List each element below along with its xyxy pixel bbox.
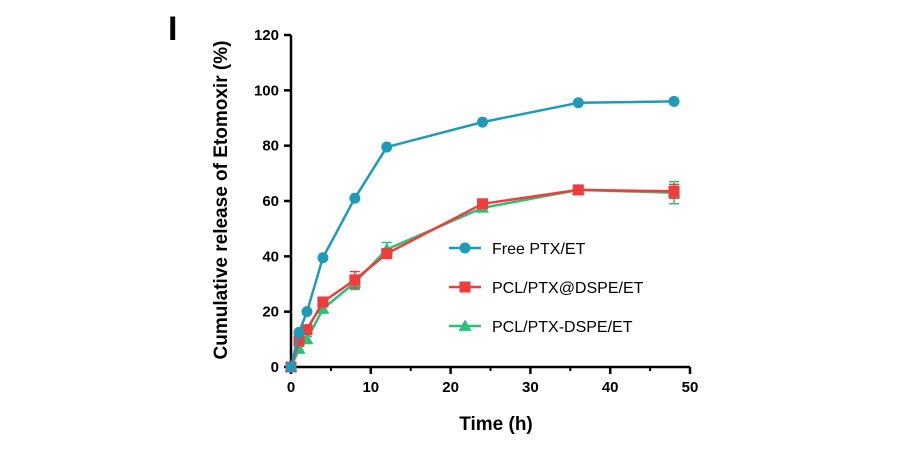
- data-point: [317, 296, 329, 308]
- x-tick-label: 30: [522, 379, 539, 396]
- data-point: [301, 324, 313, 336]
- data-point: [317, 252, 329, 264]
- series-pcl-ptx-dspe-et: [284, 180, 681, 372]
- axes: [289, 35, 690, 369]
- legend: Free PTX/ET PCL/PTX@DSPE/ET PCL/PTX-DSPE/E…: [449, 241, 644, 336]
- data-point: [316, 302, 330, 314]
- legend-marker: [459, 281, 471, 293]
- data-point: [293, 326, 305, 338]
- data-point: [301, 306, 313, 318]
- x-axis-title: Time (h): [459, 414, 533, 435]
- y-tick-label: 20: [262, 304, 279, 321]
- legend-item: Free PTX/ET: [449, 241, 586, 258]
- x-tick-label: 40: [602, 379, 619, 396]
- data-point: [668, 185, 680, 197]
- legend-label: PCL/PTX-DSPE/ET: [492, 319, 633, 336]
- data-point: [668, 95, 680, 107]
- y-tick-label: 60: [262, 193, 279, 210]
- legend-item: PCL/PTX@DSPE/ET: [449, 280, 644, 297]
- data-point: [572, 97, 584, 109]
- y-tick-label: 100: [254, 82, 279, 99]
- series-line: [289, 188, 675, 368]
- panel-label: I: [168, 10, 177, 48]
- legend-item: PCL/PTX-DSPE/ET: [449, 319, 633, 336]
- x-tick-label: 10: [362, 379, 379, 396]
- data-point: [349, 274, 361, 286]
- y-tick-label: 40: [262, 248, 279, 265]
- data-point: [293, 335, 305, 347]
- y-tick-label: 120: [254, 27, 279, 44]
- data-point: [381, 248, 393, 260]
- series-layer: [284, 95, 681, 373]
- series-free-ptx-et: [285, 95, 680, 373]
- x-axis-ticks: 0 10 20 30 40 50: [287, 367, 699, 396]
- x-tick-label: 0: [287, 379, 295, 396]
- data-point: [477, 198, 489, 210]
- data-point: [285, 361, 297, 373]
- y-axis-title: Cumulative release of Etomoxir (%): [211, 41, 232, 360]
- legend-marker: [458, 319, 472, 331]
- data-point: [381, 141, 393, 153]
- y-tick-label: 0: [271, 359, 279, 376]
- data-point: [477, 116, 489, 128]
- data-point: [572, 184, 584, 196]
- data-point: [349, 192, 361, 204]
- x-tick-label: 20: [442, 379, 459, 396]
- legend-label: Free PTX/ET: [492, 241, 586, 258]
- series-line: [289, 188, 675, 368]
- legend-label: PCL/PTX@DSPE/ET: [492, 280, 644, 297]
- y-tick-label: 80: [262, 138, 279, 155]
- x-tick-label: 50: [682, 379, 699, 396]
- y-axis-ticks: 0 20 40 60 80 100 120: [254, 27, 291, 376]
- legend-marker: [459, 242, 471, 254]
